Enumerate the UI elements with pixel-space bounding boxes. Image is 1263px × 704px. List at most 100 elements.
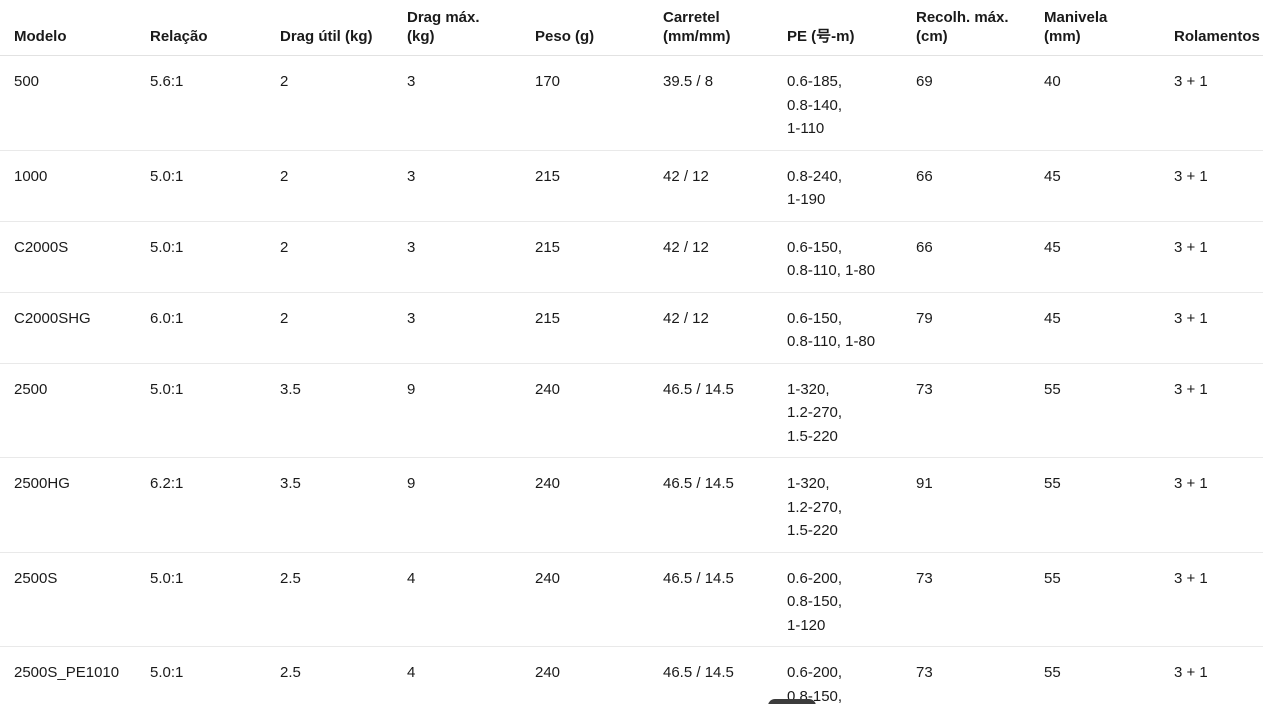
cell-relacao: 5.0:1: [150, 221, 280, 293]
cell-drag-max: 3: [407, 221, 535, 293]
cell-pe: 1-320, 1.2-270, 1.5-220: [787, 363, 916, 458]
cell-modelo: 2500: [0, 363, 150, 458]
table-row-2500: 2500 5.0:1 3.5 9 240 46.5 / 14.5 1-320, …: [0, 363, 1263, 458]
cell-manivela: 45: [1044, 292, 1174, 364]
cell-manivela: 55: [1044, 363, 1174, 458]
cell-modelo: 2500S_PE1010: [14, 664, 120, 681]
cell-rolamentos: 3 + 1: [1174, 664, 1208, 681]
cell-relacao: 5.0:1: [150, 552, 280, 647]
cell-relacao: 6.2:1: [150, 457, 280, 553]
cell-modelo: 500: [0, 55, 150, 151]
cell-rolamentos: 3 + 1: [1174, 457, 1263, 553]
cell-rolamentos: 3 + 1: [1174, 292, 1263, 364]
cell-modelo: C2000S: [0, 221, 150, 293]
cell-drag-max: 3: [407, 55, 535, 151]
cell-rolamentos: 3 + 1: [1174, 150, 1263, 222]
cell-peso: 215: [535, 221, 663, 293]
cell-recolhimento: 79: [916, 292, 1044, 364]
cell-peso: 215: [535, 292, 663, 364]
cell-manivela: 55: [1044, 552, 1174, 647]
column-header-rolamentos: Rolamentos: [1174, 0, 1263, 56]
cell-rolamentos: 3 + 1: [1174, 552, 1263, 647]
cell-drag-util: 2: [280, 55, 407, 151]
cell-rolamentos: 3 + 1: [1174, 221, 1263, 293]
cell-relacao: 5.0:1: [150, 150, 280, 222]
cell-peso: 240: [535, 363, 663, 458]
table-row-2500s-pe1010: 2500S_PE1010 5.0:1 2.5 4 240 46.5 / 14.5…: [0, 647, 1263, 704]
table-row-1000: 1000 5.0:1 2 3 215 42 / 12 0.8-240, 1-19…: [0, 150, 1263, 222]
cell-pe: 0.6-185, 0.8-140, 1-110: [787, 55, 916, 151]
cell-peso: 215: [535, 150, 663, 222]
cell-recolhimento: 73: [916, 552, 1044, 647]
cell-drag-util: 2: [280, 221, 407, 293]
cell-manivela: 55: [1044, 457, 1174, 553]
cell-drag-util: 2.5: [280, 552, 407, 647]
cell-modelo: C2000SHG: [0, 292, 150, 364]
table-row-c2000s: C2000S 5.0:1 2 3 215 42 / 12 0.6-150, 0.…: [0, 221, 1263, 293]
cell-recolhimento: 69: [916, 55, 1044, 151]
table-row-c2000shg: C2000SHG 6.0:1 2 3 215 42 / 12 0.6-150, …: [0, 292, 1263, 364]
cell-drag-max: 4: [407, 552, 535, 647]
cell-drag-max: 3: [407, 292, 535, 364]
table-row-500: 500 5.6:1 2 3 170 39.5 / 8 0.6-185, 0.8-…: [0, 55, 1263, 151]
cell-drag-util: 2: [280, 150, 407, 222]
cell-relacao: 6.0:1: [150, 292, 280, 364]
cell-recolhimento: 73: [916, 363, 1044, 458]
column-header-modelo: Modelo: [0, 0, 150, 56]
cell-peso: 240: [535, 552, 663, 647]
cell-pe: 0.6-200, 0.8-150, 1-120: [787, 664, 843, 704]
tooltip-peek: [768, 699, 816, 704]
cell-manivela: 55: [1044, 664, 1061, 681]
cell-carretel: 46.5 / 14.5: [663, 363, 787, 458]
cell-manivela: 45: [1044, 221, 1174, 293]
cell-pe: 0.6-200, 0.8-150, 1-120: [787, 552, 916, 647]
column-header-relacao: Relação: [150, 0, 280, 56]
cell-recolhimento: 91: [916, 457, 1044, 553]
cell-carretel: 46.5 / 14.5: [663, 664, 734, 681]
column-header-manivela: Manivela (mm): [1044, 0, 1174, 56]
cell-carretel: 46.5 / 14.5: [663, 552, 787, 647]
table-row-2500hg: 2500HG 6.2:1 3.5 9 240 46.5 / 14.5 1-320…: [0, 457, 1263, 553]
cell-peso: 170: [535, 55, 663, 151]
cell-relacao: 5.6:1: [150, 55, 280, 151]
cell-pe: 1-320, 1.2-270, 1.5-220: [787, 457, 916, 553]
cell-modelo: 2500HG: [0, 457, 150, 553]
cell-peso: 240: [535, 664, 561, 681]
cell-carretel: 42 / 12: [663, 292, 787, 364]
column-header-drag-util: Drag útil (kg): [280, 0, 407, 56]
cell-drag-max: 3: [407, 150, 535, 222]
cell-drag-max: 4: [407, 664, 416, 681]
cell-modelo: 1000: [0, 150, 150, 222]
table-row-2500s: 2500S 5.0:1 2.5 4 240 46.5 / 14.5 0.6-20…: [0, 552, 1263, 647]
cell-modelo: 2500S: [0, 552, 150, 647]
column-header-recolhimento-max: Recolh. máx. (cm): [916, 0, 1044, 56]
header-row: Modelo Relação Drag útil (kg) Drag máx. …: [0, 0, 1263, 56]
column-header-peso: Peso (g): [535, 0, 663, 56]
cell-rolamentos: 3 + 1: [1174, 363, 1263, 458]
cell-pe: 0.6-150, 0.8-110, 1-80: [787, 292, 916, 364]
cell-relacao: 5.0:1: [150, 664, 184, 681]
cell-drag-util: 3.5: [280, 363, 407, 458]
cell-carretel: 42 / 12: [663, 221, 787, 293]
cell-pe: 0.8-240, 1-190: [787, 150, 916, 222]
cell-carretel: 46.5 / 14.5: [663, 457, 787, 553]
cell-carretel: 39.5 / 8: [663, 55, 787, 151]
cell-recolhimento: 66: [916, 150, 1044, 222]
cell-pe: 0.6-150, 0.8-110, 1-80: [787, 221, 916, 293]
cell-drag-util: 2: [280, 292, 407, 364]
cell-manivela: 45: [1044, 150, 1174, 222]
cell-recolhimento: 66: [916, 221, 1044, 293]
cell-drag-max: 9: [407, 457, 535, 553]
cell-recolhimento: 73: [916, 664, 933, 681]
column-header-carretel: Carretel (mm/mm): [663, 0, 787, 56]
cell-drag-max: 9: [407, 363, 535, 458]
cell-drag-util: 3.5: [280, 457, 407, 553]
cell-peso: 240: [535, 457, 663, 553]
cell-rolamentos: 3 + 1: [1174, 55, 1263, 151]
column-header-drag-max: Drag máx. (kg): [407, 0, 535, 56]
cell-manivela: 40: [1044, 55, 1174, 151]
column-header-pe: PE (号-m): [787, 0, 916, 56]
cell-carretel: 42 / 12: [663, 150, 787, 222]
